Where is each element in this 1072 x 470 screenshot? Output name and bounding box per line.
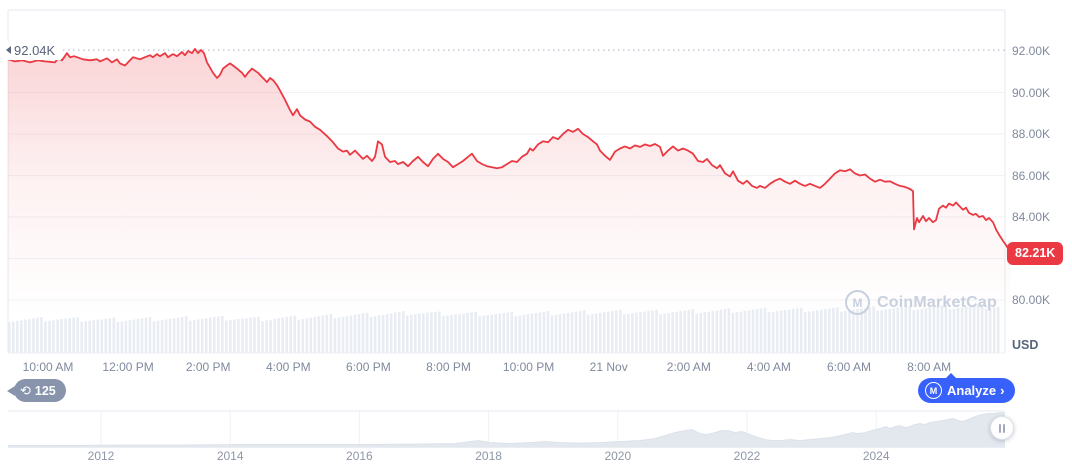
watermark-text: CoinMarketCap: [877, 293, 997, 311]
watermark: M CoinMarketCap: [845, 290, 997, 315]
chevron-right-icon: ›: [1000, 383, 1005, 398]
x-axis-label: 6:00 AM: [826, 360, 872, 374]
minimap-area[interactable]: [8, 411, 1005, 448]
history-count: 125: [34, 383, 56, 398]
reference-price-label: 92.04K: [14, 42, 56, 58]
x-axis-label: 8:00 AM: [907, 360, 952, 374]
x-axis-label: 10:00 AM: [22, 360, 74, 374]
history-count-badge[interactable]: ⟲ 125: [7, 379, 66, 402]
x-axis-label: 4:00 AM: [746, 360, 791, 374]
x-axis-label: 21 Nov: [589, 360, 628, 374]
left-arrow-icon: [6, 46, 11, 55]
currency-label: USD: [1012, 338, 1039, 352]
year-label: 2018: [475, 449, 502, 463]
history-clock-icon: ⟲: [20, 383, 31, 398]
year-label: 2020: [604, 449, 632, 463]
minimap-handle[interactable]: [990, 416, 1014, 440]
year-label: 2022: [733, 449, 761, 463]
y-axis-label: 92.00K: [1012, 44, 1051, 58]
x-axis-label: 8:00 PM: [426, 360, 471, 374]
x-axis-label: 10:00 PM: [502, 360, 555, 374]
x-axis-label: 2:00 AM: [666, 360, 711, 374]
analyze-label: Analyze: [947, 383, 997, 398]
handle-grip-icon: [999, 423, 1001, 433]
current-price-badge: 82.21K: [1007, 242, 1064, 266]
y-axis-label: 88.00K: [1012, 127, 1051, 141]
y-axis-label: 84.00K: [1012, 210, 1051, 224]
y-axis-label: 86.00K: [1012, 168, 1051, 183]
reference-price-marker: 92.04K: [2, 40, 62, 60]
y-axis-label: 90.00K: [1012, 85, 1051, 100]
year-label: 2024: [862, 449, 890, 463]
x-axis-label: 4:00 PM: [265, 360, 311, 374]
coinmarketcap-logo-icon: M: [845, 290, 870, 315]
x-axis-label: 2:00 PM: [185, 360, 231, 374]
x-axis-label: 6:00 PM: [346, 360, 391, 374]
x-axis-label: 12:00 PM: [102, 360, 154, 374]
analyze-logo-icon: M: [925, 382, 942, 399]
analyze-button[interactable]: M Analyze ›: [918, 373, 1016, 403]
y-axis-label: 80.00K: [1012, 293, 1051, 307]
year-label: 2016: [346, 449, 373, 463]
year-label: 2014: [216, 449, 244, 463]
year-label: 2012: [87, 449, 115, 463]
